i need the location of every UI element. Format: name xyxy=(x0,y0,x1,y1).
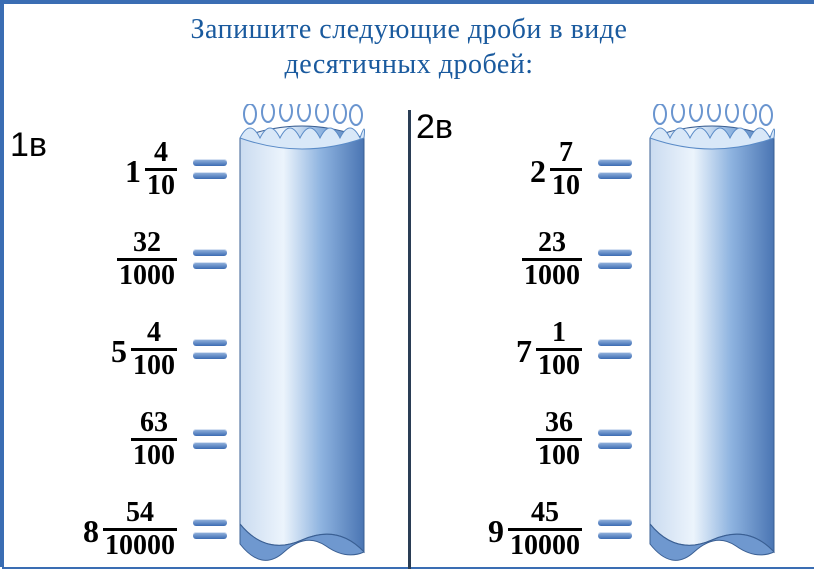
mixed-number: 2 7 10 xyxy=(472,139,582,200)
mixed-number: 32 1000 xyxy=(67,229,177,290)
equals-icon xyxy=(193,516,227,542)
mixed-number: 23 1000 xyxy=(472,229,582,290)
fraction-row: 2 7 10 xyxy=(472,124,814,214)
equals-icon xyxy=(193,336,227,362)
denominator: 100 xyxy=(536,438,582,470)
equals-icon xyxy=(598,426,632,452)
fraction: 23 1000 xyxy=(522,229,582,290)
numerator: 32 xyxy=(131,229,163,258)
fraction-row: 5 4 100 xyxy=(67,304,409,394)
numerator: 54 xyxy=(124,499,156,528)
denominator: 10 xyxy=(550,168,582,200)
denominator: 10 xyxy=(145,168,177,200)
whole-part: 1 xyxy=(125,149,141,190)
fraction: 4 100 xyxy=(131,319,177,380)
equals-icon xyxy=(598,516,632,542)
denominator: 100 xyxy=(131,348,177,380)
mixed-number: 63 100 xyxy=(67,409,177,470)
column-left: 1 4 10 32 1000 5 4 xyxy=(59,124,409,569)
fraction: 45 10000 xyxy=(508,499,582,560)
fraction-row: 36 100 xyxy=(472,394,814,484)
whole-part: 8 xyxy=(83,509,99,550)
numerator: 4 xyxy=(145,319,163,348)
fraction-row: 32 1000 xyxy=(67,214,409,304)
numerator: 4 xyxy=(152,139,170,168)
denominator: 1000 xyxy=(117,258,177,290)
mixed-number: 5 4 100 xyxy=(67,319,177,380)
fraction: 32 1000 xyxy=(117,229,177,290)
fraction: 4 10 xyxy=(145,139,177,200)
mixed-number: 9 45 10000 xyxy=(472,499,582,560)
numerator: 63 xyxy=(138,409,170,438)
whole-part: 2 xyxy=(530,149,546,190)
fraction-row: 8 54 10000 xyxy=(67,484,409,569)
denominator: 10000 xyxy=(508,528,582,560)
numerator: 45 xyxy=(529,499,561,528)
fraction: 54 10000 xyxy=(103,499,177,560)
whole-part: 9 xyxy=(488,509,504,550)
page: Запишите следующие дроби в виде десятичн… xyxy=(4,4,814,567)
fraction: 7 10 xyxy=(550,139,582,200)
fraction-row: 23 1000 xyxy=(472,214,814,304)
variant-label-2: 2в xyxy=(416,108,453,147)
fraction: 36 100 xyxy=(536,409,582,470)
fraction: 63 100 xyxy=(131,409,177,470)
numerator: 7 xyxy=(557,139,575,168)
equals-icon xyxy=(598,246,632,272)
equals-icon xyxy=(598,156,632,182)
variant-label-1: 1в xyxy=(10,126,47,165)
denominator: 10000 xyxy=(103,528,177,560)
fraction-row: 63 100 xyxy=(67,394,409,484)
title-line-1: Запишите следующие дроби в виде xyxy=(191,14,628,45)
equals-icon xyxy=(193,426,227,452)
mixed-number: 8 54 10000 xyxy=(67,499,177,560)
equals-icon xyxy=(193,246,227,272)
fraction-row: 1 4 10 xyxy=(67,124,409,214)
mixed-number: 36 100 xyxy=(472,409,582,470)
denominator: 1000 xyxy=(522,258,582,290)
equals-icon xyxy=(193,156,227,182)
whole-part: 7 xyxy=(516,329,532,370)
mixed-number: 1 4 10 xyxy=(67,139,177,200)
column-right: 2 7 10 23 1000 7 1 xyxy=(464,124,814,569)
fraction-row: 7 1 100 xyxy=(472,304,814,394)
title-line-2: десятичных дробей: xyxy=(284,49,533,80)
numerator: 1 xyxy=(550,319,568,348)
mixed-number: 7 1 100 xyxy=(472,319,582,380)
fraction-row: 9 45 10000 xyxy=(472,484,814,569)
equals-icon xyxy=(598,336,632,362)
fraction: 1 100 xyxy=(536,319,582,380)
denominator: 100 xyxy=(536,348,582,380)
numerator: 23 xyxy=(536,229,568,258)
page-title: Запишите следующие дроби в виде десятичн… xyxy=(4,4,814,82)
denominator: 100 xyxy=(131,438,177,470)
whole-part: 5 xyxy=(111,329,127,370)
numerator: 36 xyxy=(543,409,575,438)
